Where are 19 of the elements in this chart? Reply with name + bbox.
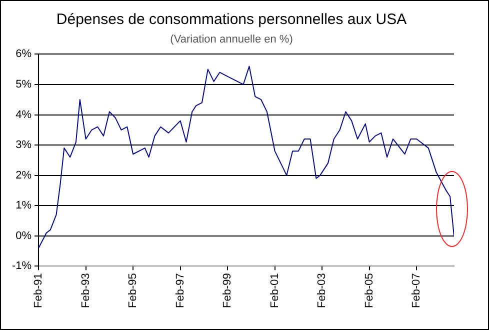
x-tick-label: Feb-07 [410, 273, 423, 308]
chart-subtitle: (Variation annuelle en %) [170, 34, 293, 46]
x-tick-label: Feb-05 [363, 273, 376, 308]
x-tick-label: Feb-97 [174, 273, 186, 308]
x-tick-label: Feb-91 [32, 273, 45, 308]
chart-title: Dépenses de consommations personnelles aux USA [56, 11, 407, 28]
x-tick-label: Feb-99 [222, 273, 234, 308]
y-tick-label: 0% [16, 230, 32, 242]
y-tick-label: 4% [16, 108, 32, 121]
y-tick-label: 5% [16, 78, 32, 91]
y-tick-label: 2% [16, 169, 32, 182]
x-tick-label: Feb-93 [80, 273, 92, 308]
x-tick-label: Feb-01 [268, 273, 281, 308]
x-tick-label: Feb-03 [316, 273, 328, 308]
y-tick-label: 1% [16, 200, 32, 212]
x-tick-label: Feb-95 [127, 273, 140, 308]
y-tick-label: 6% [16, 48, 32, 60]
y-tick-label: -1% [12, 260, 32, 272]
y-tick-label: 3% [16, 139, 32, 152]
